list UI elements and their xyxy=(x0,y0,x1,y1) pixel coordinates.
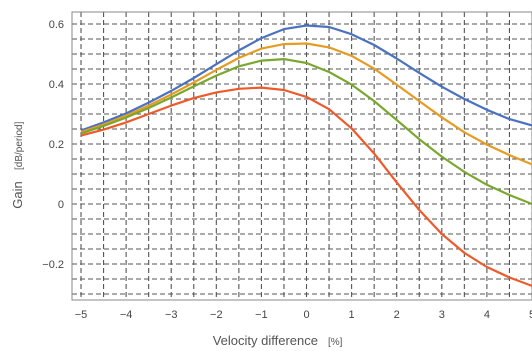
series-line-1 xyxy=(80,24,532,132)
x-tick-label: −4 xyxy=(120,309,133,321)
x-tick-label: −2 xyxy=(210,309,223,321)
y-axis-label: Gain xyxy=(10,181,25,208)
x-tick-label: 0 xyxy=(303,309,309,321)
y-tick-label: −0.2 xyxy=(42,259,64,271)
x-tick-label: 3 xyxy=(439,309,445,321)
y-axis-unit: [dB/period] xyxy=(14,121,25,170)
series-lines xyxy=(80,24,532,287)
x-tick-label: 2 xyxy=(394,309,400,321)
series-line-2 xyxy=(80,42,532,166)
x-axis-unit: [%] xyxy=(328,337,343,348)
x-tick-label: 1 xyxy=(349,309,355,321)
series-line-4 xyxy=(80,86,532,287)
grid-lines xyxy=(72,12,532,300)
x-tick-label: −3 xyxy=(165,309,178,321)
x-tick-label: −5 xyxy=(75,309,88,321)
plot-frame xyxy=(71,11,532,301)
x-tick-label: −1 xyxy=(255,309,268,321)
plot-border xyxy=(71,11,532,301)
x-axis-label: Velocity difference xyxy=(213,333,318,348)
y-tick-label: 0.4 xyxy=(49,79,64,91)
y-tick-label: 0.6 xyxy=(49,19,64,31)
x-tick-label: 4 xyxy=(484,309,490,321)
series-line-3 xyxy=(80,58,532,206)
y-tick-label: 0 xyxy=(58,199,64,211)
x-tick-label: 5 xyxy=(529,309,532,321)
tick-labels: −5 −4 −3 −2 −1 0 1 2 3 4 5 −0.2 0 0.2 0.4 0.6 xyxy=(42,19,532,321)
y-tick-label: 0.2 xyxy=(49,139,64,151)
